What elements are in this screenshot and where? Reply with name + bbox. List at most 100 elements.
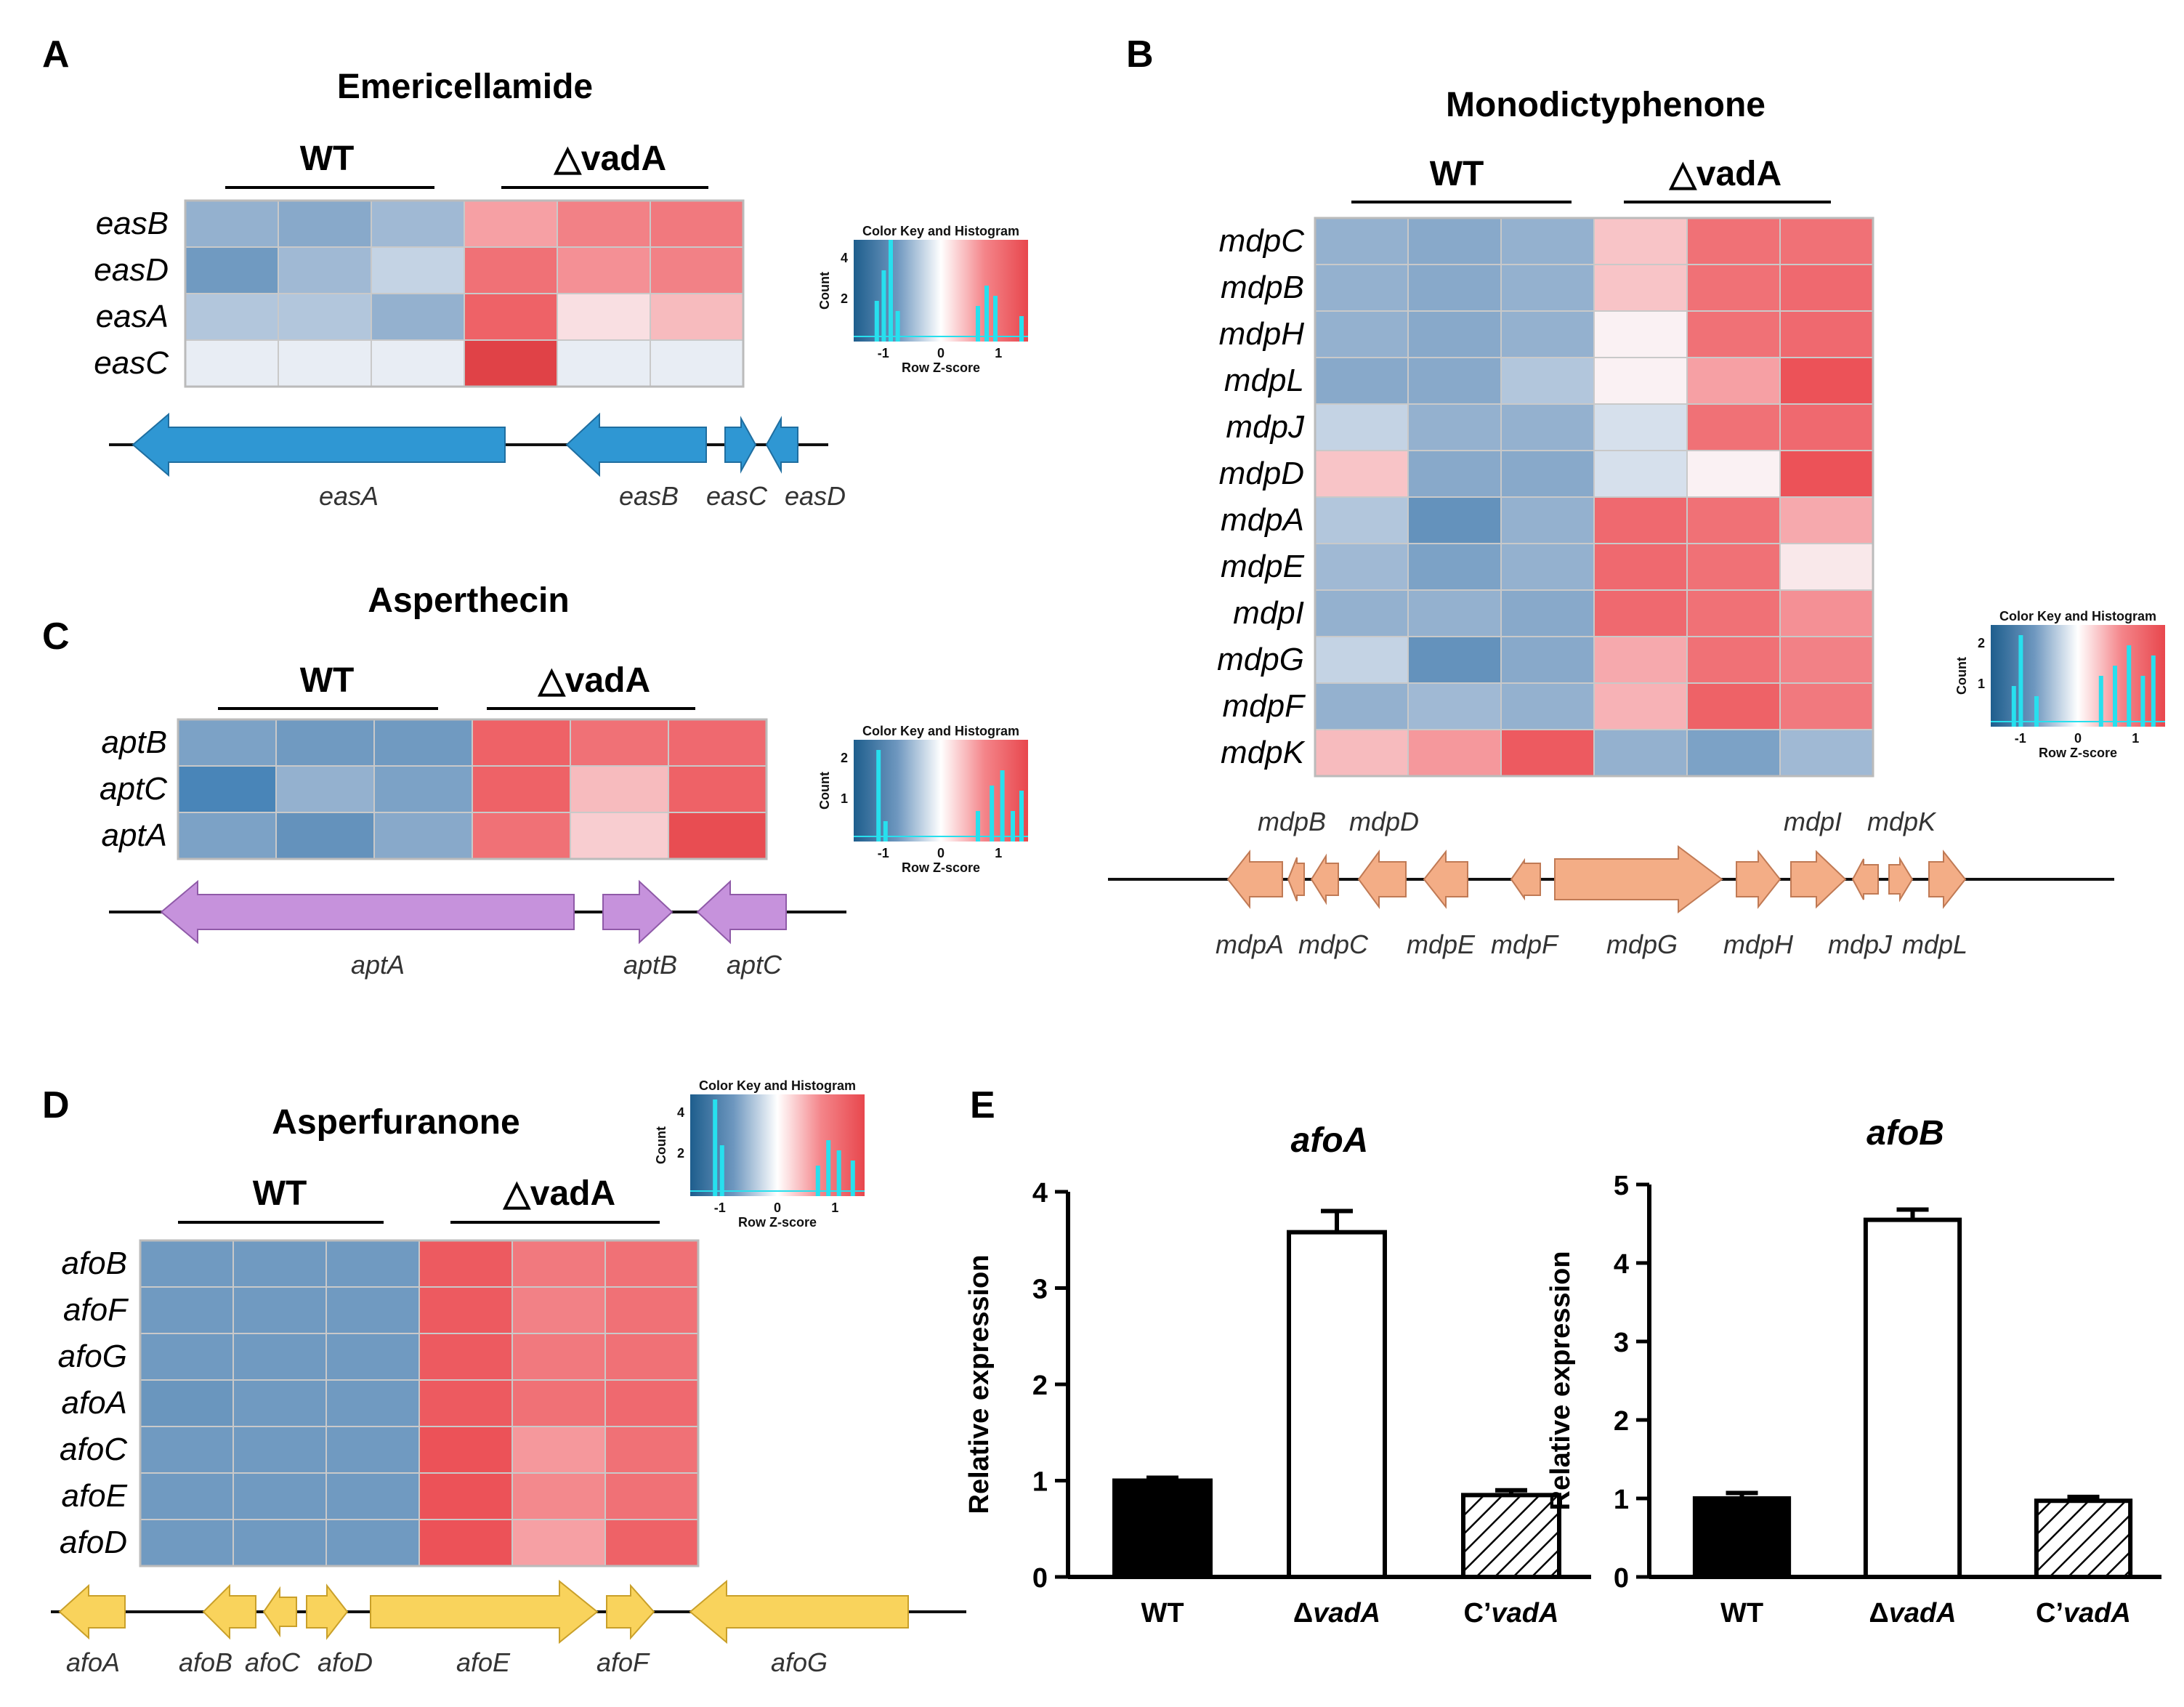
- heatmap-cell: [1686, 682, 1781, 730]
- color-key-ylabel: Count: [654, 1126, 668, 1164]
- heatmap-row-label: easD: [94, 252, 169, 288]
- heatmap-cell: [1314, 496, 1409, 544]
- heatmap-cell: [1314, 450, 1409, 498]
- gene-arrow-mdpB: [1287, 857, 1305, 902]
- heatmap-cell: [668, 812, 767, 860]
- panel-c-heatmap: aptB aptC aptA: [100, 718, 768, 860]
- panel-b-title: Monodictyphenone: [1446, 86, 1766, 124]
- gene-label-mdpC: mdpC: [1298, 929, 1369, 959]
- heatmap-cell: [232, 1240, 327, 1288]
- heatmap-cell: [1500, 729, 1595, 777]
- heatmap-cell: [472, 719, 571, 767]
- panel-c: C Asperthecin WT △vadA aptB aptC aptA Colo…: [42, 581, 1028, 980]
- heatmap-cell: [418, 1240, 513, 1288]
- heatmap-row-label: mdpJ: [1226, 409, 1305, 445]
- heatmap-cell: [1314, 357, 1409, 405]
- color-key-xlabel: Row Z-score: [738, 1215, 817, 1230]
- gene-arrow-aptA: [160, 879, 575, 945]
- gene-label-aptC: aptC: [727, 950, 782, 980]
- heatmap-cell: [1779, 217, 1874, 265]
- heatmap-row-label: afoB: [61, 1246, 127, 1281]
- heatmap-cell: [668, 719, 767, 767]
- y-tick-label: 0: [1614, 1563, 1629, 1594]
- heatmap-row-label: easA: [96, 299, 169, 334]
- heatmap-cell: [325, 1333, 420, 1381]
- color-key-histogram-bar: [2151, 655, 2156, 727]
- heatmap-cell: [557, 293, 651, 341]
- heatmap-cell: [1407, 403, 1502, 451]
- color-key-histogram-bar: [883, 821, 888, 842]
- heatmap-cell: [185, 246, 279, 294]
- color-key-histogram-bar: [815, 1166, 820, 1196]
- panel-c-color-key: Color Key and Histogram Count 1 2 -1 0 1 Row Z-…: [817, 724, 1028, 875]
- color-key-histogram-bar: [990, 786, 995, 842]
- gene-arrow-afoB: [202, 1583, 256, 1640]
- gene-arrow-mdpC: [1310, 853, 1339, 905]
- heatmap-cell: [139, 1519, 234, 1567]
- bar: [1692, 1496, 1792, 1579]
- heatmap-cell: [232, 1519, 327, 1567]
- color-key-xtick: -1: [878, 346, 889, 360]
- color-key-xlabel: Row Z-score: [2039, 746, 2117, 760]
- gene-arrow-easD: [765, 416, 798, 474]
- heatmap-cell: [139, 1426, 234, 1474]
- panel-c-group-mut: △vadA: [537, 661, 650, 700]
- heatmap-cell: [1686, 217, 1781, 265]
- gene-label-mdpH: mdpH: [1723, 929, 1794, 959]
- heatmap-cell: [511, 1426, 606, 1474]
- heatmap-row-label: mdpD: [1219, 456, 1304, 491]
- color-key-ytick: 2: [841, 751, 848, 765]
- heatmap-cell: [371, 246, 465, 294]
- heatmap-row-label: afoE: [61, 1478, 127, 1514]
- x-tick-label-prefix: Δ: [1293, 1598, 1313, 1629]
- heatmap-cell: [1593, 496, 1688, 544]
- gene-arrow-mdpE: [1423, 850, 1468, 909]
- y-tick-label: 1: [1614, 1485, 1629, 1515]
- y-tick-label: 4: [1614, 1249, 1629, 1280]
- heatmap-cell: [418, 1286, 513, 1334]
- gene-arrow-afoG: [689, 1579, 909, 1645]
- heatmap-cell: [511, 1519, 606, 1567]
- heatmap-cell: [1779, 543, 1874, 591]
- heatmap-cell: [1686, 357, 1781, 405]
- color-key-histogram-bar: [874, 301, 879, 342]
- heatmap-row-label: afoF: [63, 1292, 129, 1328]
- heatmap-cell: [418, 1379, 513, 1427]
- color-key-ytick: 1: [841, 791, 848, 806]
- color-key-histogram-bar: [876, 750, 881, 842]
- heatmap-cell: [668, 765, 767, 813]
- heatmap-row-label: afoA: [61, 1385, 127, 1421]
- heatmap-cell: [472, 765, 571, 813]
- heatmap-cell: [185, 293, 279, 341]
- color-key-xtick: -1: [878, 846, 889, 860]
- panel-b-color-key: Color Key and Histogram Count 1 2 -1 0 1 Row Z-…: [1954, 609, 2165, 760]
- color-key-gradient: [690, 1094, 865, 1196]
- color-key-xtick: 0: [774, 1200, 781, 1215]
- color-key-histogram-bar: [976, 811, 980, 842]
- heatmap-cell: [373, 719, 473, 767]
- panel-label-e: E: [970, 1084, 995, 1126]
- heatmap-cell: [139, 1240, 234, 1288]
- heatmap-border: [1314, 217, 1874, 778]
- gene-arrow-easA: [132, 412, 506, 477]
- gene-label-mdpG: mdpG: [1606, 929, 1678, 959]
- color-key-xtick: 1: [995, 346, 1002, 360]
- heatmap-row-label: afoG: [58, 1339, 127, 1374]
- panel-label-c: C: [42, 616, 70, 658]
- gene-arrow-mdpF: [1510, 857, 1541, 901]
- heatmap-cell: [275, 765, 375, 813]
- x-tick-label-prefix: C’: [2036, 1598, 2063, 1629]
- heatmap-cell: [557, 339, 651, 387]
- heatmap-cell: [464, 200, 558, 248]
- heatmap-cell: [650, 293, 744, 341]
- heatmap-cell: [604, 1333, 699, 1381]
- heatmap-cell: [1314, 589, 1409, 637]
- heatmap-cell: [325, 1519, 420, 1567]
- heatmap-cell: [570, 812, 669, 860]
- heatmap-cell: [557, 200, 651, 248]
- gene-label-mdpA: mdpA: [1216, 929, 1284, 959]
- heatmap-cell: [1407, 543, 1502, 591]
- heatmap-cell: [604, 1240, 699, 1288]
